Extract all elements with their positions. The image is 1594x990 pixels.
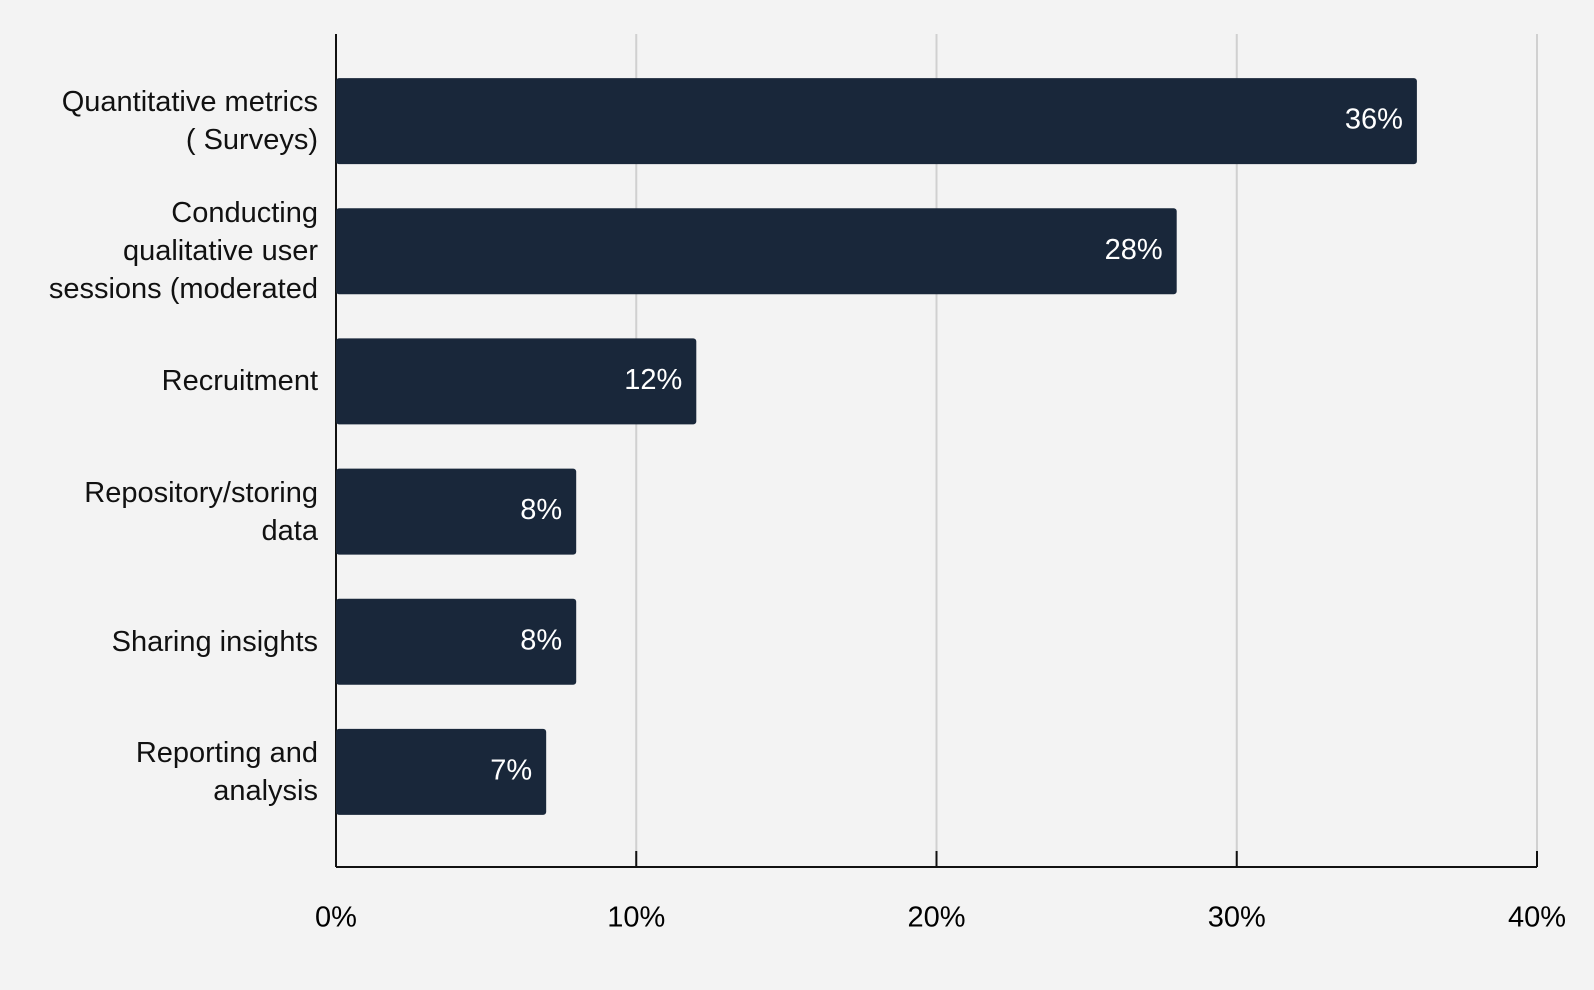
x-tick-label: 10% — [607, 902, 665, 934]
y-tick-label: Quantitative metrics ( Surveys) — [61, 86, 318, 157]
bar — [336, 468, 577, 555]
value-label: 12% — [624, 364, 682, 396]
x-tick-label: 40% — [1508, 902, 1566, 934]
bar — [336, 728, 547, 815]
value-label: 28% — [1105, 234, 1163, 266]
y-tick-label: Reporting and analysis — [135, 736, 318, 807]
y-tick-label: Repository/storing data — [84, 476, 318, 547]
y-tick-label: Recruitment — [161, 365, 318, 398]
value-label: 7% — [490, 755, 532, 787]
value-label: 8% — [520, 494, 562, 526]
value-label: 36% — [1345, 104, 1403, 136]
bar — [336, 338, 697, 425]
y-tick-label: Conducting qualitative user sessions (mo… — [48, 197, 318, 306]
x-tick-label: 30% — [1208, 902, 1266, 934]
bar — [336, 78, 1417, 165]
bar — [336, 208, 1177, 295]
x-tick-label: 0% — [315, 902, 357, 934]
x-tick-label: 20% — [907, 902, 965, 934]
value-label: 8% — [520, 624, 562, 656]
y-tick-label: Sharing insights — [111, 625, 318, 658]
bar — [336, 598, 577, 685]
